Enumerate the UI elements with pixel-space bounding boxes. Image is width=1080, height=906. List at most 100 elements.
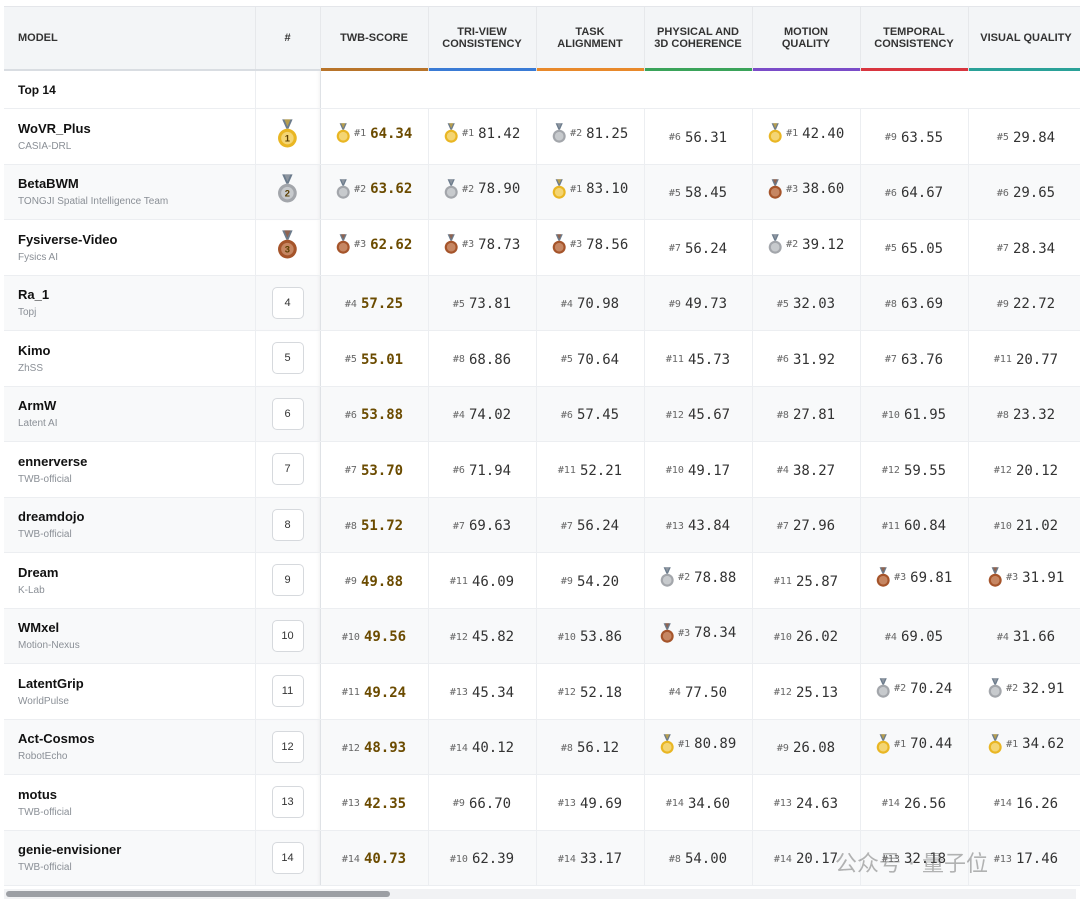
score-rank: #13	[449, 687, 468, 698]
medal	[988, 567, 1002, 588]
score-rank: #6	[996, 187, 1009, 199]
score-value: 70.98	[576, 296, 620, 312]
medal	[660, 623, 674, 643]
model-cell: Ra_1 Topj	[4, 275, 256, 331]
score: #10 61.95	[882, 407, 946, 423]
score-rank: #9	[560, 576, 573, 587]
medal	[336, 234, 350, 255]
score: #10 21.02	[994, 518, 1058, 534]
score-value: 55.01	[360, 351, 404, 368]
score-value: 53.86	[579, 629, 623, 645]
model-row: Act-Cosmos RobotEcho 12 #12 48.93 #14 40.12 #8 5…	[4, 719, 1080, 775]
score-rank: #13	[881, 853, 900, 865]
score-cell: #6 71.94	[428, 441, 537, 498]
medal	[444, 234, 458, 255]
model-row: BetaBWM TONGJI Spatial Intelligence Team 2…	[4, 164, 1080, 220]
score-value: 52.18	[579, 684, 623, 701]
rank-box: 8	[271, 508, 304, 541]
model-name: Ra_1	[18, 287, 50, 303]
column-accent	[968, 68, 1080, 71]
score-cell: #2 78.90	[428, 164, 537, 220]
model-org: TWB-official	[18, 862, 72, 874]
scrollbar[interactable]	[4, 889, 1076, 899]
score-value: 20.17	[795, 851, 839, 867]
score: #11 45.73	[666, 352, 730, 368]
score-rank: #11	[665, 354, 684, 365]
score-cell: #5 55.01	[320, 330, 429, 387]
score: #6 56.31	[669, 130, 727, 146]
scroll-thumb[interactable]	[6, 891, 390, 897]
model-cell: ArmW Latent AI	[4, 386, 256, 442]
score-value: 42.40	[802, 125, 845, 142]
score-cell: #8 27.81	[752, 386, 861, 442]
score-value: 62.39	[471, 851, 515, 867]
column-title: TEMPORAL CONSISTENCY	[874, 26, 954, 50]
model-org: TONGJI Spatial Intelligence Team	[18, 196, 169, 208]
score-cell: #9 26.08	[752, 719, 861, 775]
score-cell: #1 83.10	[536, 164, 645, 220]
score-rank: #9	[884, 132, 897, 143]
score: #2 78.90	[444, 179, 521, 200]
score-cell: #6 64.67	[860, 164, 969, 220]
score-rank: #10	[773, 631, 792, 643]
score-value: 78.90	[478, 181, 521, 198]
score-rank: #11	[557, 465, 576, 476]
score-value: 83.10	[586, 181, 629, 198]
rank-cell: 10	[255, 608, 321, 664]
score-value: 17.46	[1015, 851, 1059, 867]
score: #10 26.02	[774, 629, 838, 645]
medal	[768, 123, 782, 144]
column-title: TWB-SCORE	[340, 32, 408, 44]
score-value: 53.88	[360, 407, 404, 423]
score-cell: #9 54.20	[536, 552, 645, 609]
score-value: 42.35	[363, 795, 407, 812]
model-row: Ra_1 Topj 4 #4 57.25 #5 73.81 #4 70.98 #9 49.73 #5 3…	[4, 275, 1080, 331]
score-cell: #5 70.64	[536, 330, 645, 387]
score: #8 23.32	[997, 407, 1055, 423]
score-value: 56.31	[684, 129, 728, 146]
score-value: 40.73	[363, 851, 407, 867]
score-rank: #13	[773, 798, 792, 809]
rank-box: 12	[271, 730, 304, 763]
score-value: 26.08	[792, 740, 836, 756]
column-header: TRI-VIEW CONSISTENCY	[428, 7, 537, 71]
medal	[988, 734, 1002, 754]
model-row: LatentGrip WorldPulse 11 #11 49.24 #13 45.34 #1…	[4, 663, 1080, 720]
rank-box: 5	[271, 342, 304, 375]
score-cell: #8 68.86	[428, 330, 537, 387]
score-cell: #12 52.18	[536, 663, 645, 720]
model-row: ArmW Latent AI 6 #6 53.88 #4 74.02 #6 57.45 #12 45…	[4, 386, 1080, 442]
score: #13 32.18	[882, 851, 946, 867]
medal	[444, 123, 458, 144]
score-value: 49.73	[684, 296, 728, 312]
model-name: BetaBWM	[18, 176, 79, 192]
score: #1 64.34	[336, 123, 412, 144]
score: #12 48.93	[342, 740, 406, 756]
score-value: 24.63	[795, 795, 839, 812]
score-rank: #14	[665, 798, 684, 809]
score-rank: #12	[993, 465, 1012, 476]
score-rank: #1	[354, 128, 367, 140]
score-rank: #10	[665, 465, 684, 476]
score-value: 63.69	[900, 296, 944, 312]
score: #11 46.09	[450, 574, 514, 590]
score: #12 52.18	[558, 685, 622, 701]
score: #4 38.27	[777, 463, 835, 479]
score-value: 32.18	[903, 851, 947, 867]
score: #7 27.96	[777, 518, 835, 534]
score-rank: #2	[462, 183, 475, 195]
score: #14 34.60	[666, 796, 730, 812]
rank-box: 9	[271, 564, 304, 597]
score-rank: #9	[452, 798, 465, 809]
score-value: 21.02	[1015, 518, 1059, 534]
score-rank: #8	[452, 354, 465, 365]
rank-cell: 3	[255, 219, 321, 276]
score-cell: #6 29.65	[968, 164, 1080, 220]
score-value: 78.56	[586, 236, 629, 253]
score-rank: #1	[786, 128, 799, 140]
column-title: TASK ALIGNMENT	[557, 26, 623, 50]
group-spacer	[320, 70, 1080, 109]
score: #7 56.24	[669, 241, 727, 257]
score-rank: #4	[996, 631, 1009, 643]
column-header: MODEL	[4, 7, 256, 71]
